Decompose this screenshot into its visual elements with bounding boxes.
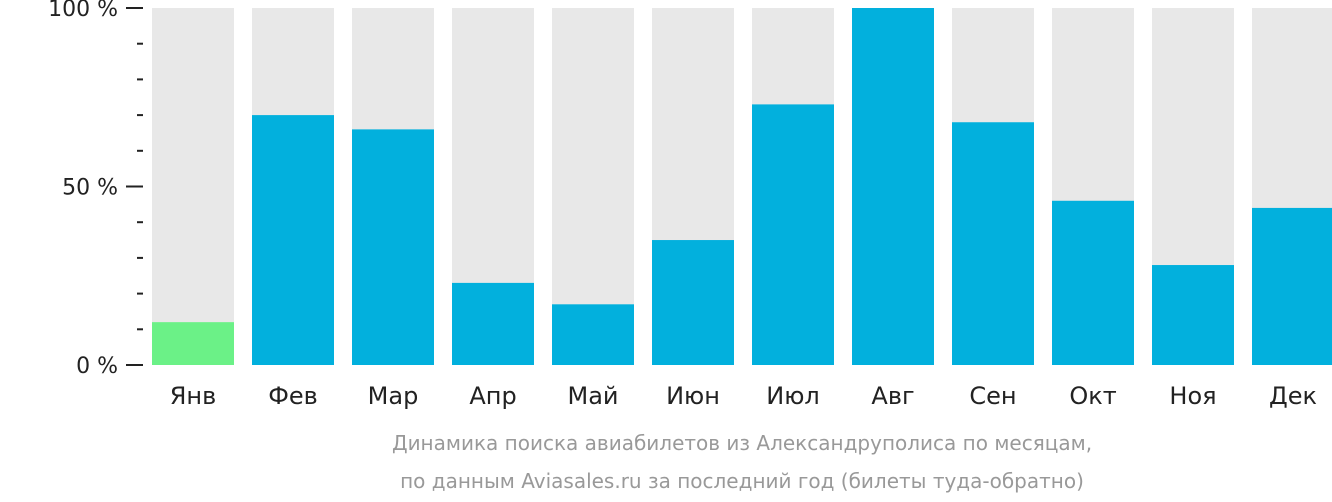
x-tick-label: Июл <box>766 382 820 410</box>
bar <box>1252 207 1332 365</box>
bar <box>652 240 734 365</box>
bar <box>852 8 934 365</box>
y-tick-label: 100 % <box>48 0 118 22</box>
bar <box>152 322 234 365</box>
bar <box>1152 265 1234 365</box>
bar <box>952 122 1034 366</box>
caption-line-2: по данным Aviasales.ru за последний год … <box>400 469 1084 493</box>
bar <box>352 129 434 365</box>
y-tick-label: 0 % <box>76 354 118 379</box>
y-tick-label: 50 % <box>62 176 118 201</box>
x-tick-label: Сен <box>969 382 1016 410</box>
x-tick-label: Ноя <box>1169 382 1216 410</box>
bar <box>1052 200 1134 365</box>
x-tick-label: Янв <box>170 382 217 410</box>
bar <box>752 104 834 365</box>
chart-caption: Динамика поиска авиабилетов из Александр… <box>392 431 1092 493</box>
x-tick-label: Дек <box>1269 382 1317 410</box>
x-tick-label: Июн <box>666 382 720 410</box>
bar <box>452 282 534 365</box>
x-axis-labels: Янв Фев Мар Апр Май Июн Июл Авг Сен Окт Ноя Дек <box>170 382 1317 410</box>
caption-line-1: Динамика поиска авиабилетов из Александр… <box>392 431 1092 455</box>
bar-background <box>152 8 234 365</box>
x-tick-label: Окт <box>1069 382 1116 410</box>
x-tick-label: Авг <box>871 382 914 410</box>
bars-group <box>152 8 1332 366</box>
x-tick-label: Мар <box>368 382 419 410</box>
bar <box>552 304 634 365</box>
x-tick-label: Апр <box>469 382 516 410</box>
x-tick-label: Май <box>567 382 618 410</box>
bar <box>252 115 334 365</box>
x-tick-label: Фев <box>268 382 318 410</box>
y-axis: 100 % 50 % 0 % <box>48 0 143 379</box>
